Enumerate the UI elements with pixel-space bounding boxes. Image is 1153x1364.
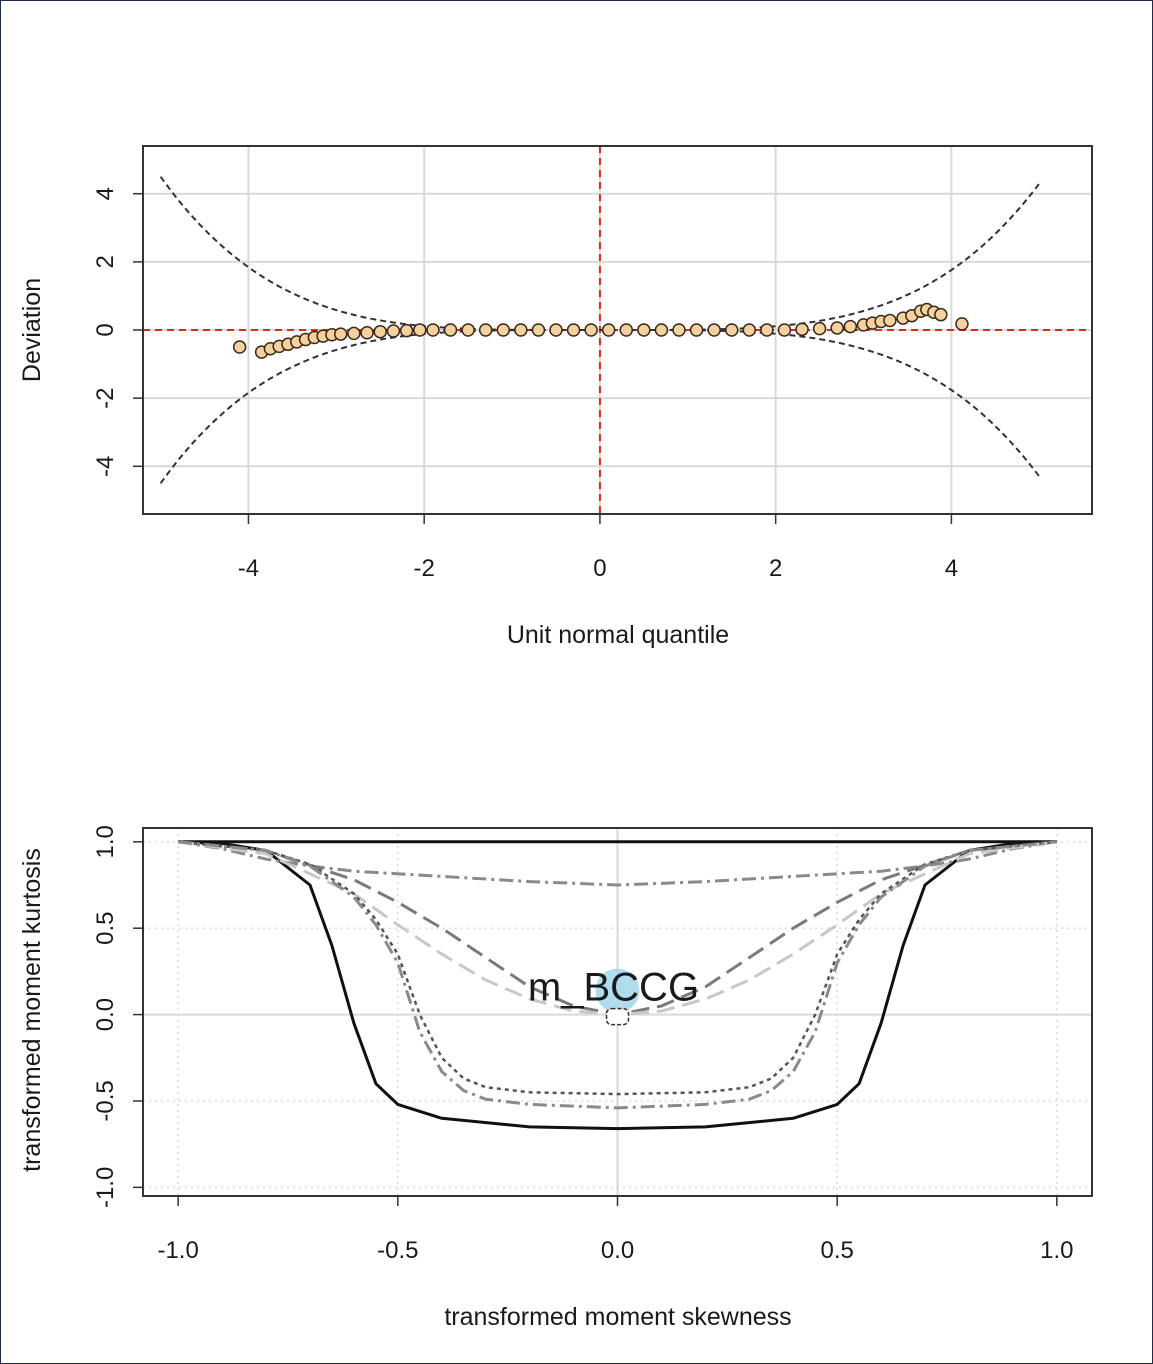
data-point <box>566 323 581 337</box>
data-point <box>672 323 686 337</box>
highlight-circle <box>595 968 640 1013</box>
data-point <box>795 322 809 337</box>
data-point <box>689 323 704 337</box>
plot2-y-ticks: -1.0 -0.5 0.0 0.5 1.0 <box>92 825 143 1208</box>
data-point <box>619 323 634 337</box>
plot2-x-tick-label: -1.0 <box>157 1237 198 1264</box>
plot1-y-tick-label: 4 <box>92 187 119 200</box>
skew-kurtosis-plot: m_BCCG -1.0 -0.5 0.0 0.5 1.0 -1.0 -0.5 0.0 0.5 1… <box>18 825 1093 1331</box>
data-point <box>812 321 827 336</box>
data-point <box>549 323 563 337</box>
data-point <box>399 323 414 338</box>
data-point <box>601 323 616 337</box>
data-point <box>707 323 721 337</box>
data-point <box>883 313 897 328</box>
data-point <box>584 323 598 337</box>
plot2-y-tick-label: 0.5 <box>92 912 119 945</box>
data-point <box>347 326 361 341</box>
plot1-y-label: Deviation <box>18 278 46 382</box>
data-point <box>443 323 458 337</box>
data-point <box>232 340 247 354</box>
plot1-y-ticks: -4 -2 0 2 4 <box>92 187 143 477</box>
plot2-y-tick-label: 0.0 <box>92 998 119 1031</box>
plot2-y-tick-label: -0.5 <box>92 1080 119 1121</box>
series-line-7 <box>177 840 1058 1110</box>
origin-marker <box>605 1007 630 1026</box>
plot1-y-tick-label: -2 <box>92 387 119 408</box>
plot2-y-tick-label: -1.0 <box>92 1167 119 1208</box>
plot1-y-tick-label: 2 <box>92 255 119 268</box>
data-point <box>531 323 546 337</box>
plot2-x-ticks: -1.0 -0.5 0.0 0.5 1.0 <box>157 1196 1074 1264</box>
data-point <box>843 319 858 334</box>
plot1-x-tick-label: -2 <box>414 555 435 582</box>
data-point <box>724 323 739 337</box>
data-point <box>360 325 374 340</box>
data-point <box>760 323 774 337</box>
qq-deviation-plot: -4 -2 0 2 4 -4 -2 0 2 4 Unit normal quantile Dev… <box>18 145 1093 649</box>
plot2-x-tick-label: 0.0 <box>601 1237 634 1264</box>
data-point <box>955 317 969 331</box>
data-point <box>654 323 669 337</box>
annotation-m-bccg: m_BCCG <box>528 966 699 1010</box>
data-point <box>514 323 528 337</box>
plot1-y-tick-label: 0 <box>92 323 119 336</box>
series-line-2 <box>178 840 1057 1131</box>
data-point <box>637 323 651 337</box>
plot2-series <box>177 840 1058 1131</box>
data-point <box>373 324 387 339</box>
plot2-y-tick-label: 1.0 <box>92 825 119 858</box>
plot1-points <box>232 302 969 359</box>
data-point <box>426 323 440 337</box>
data-point <box>386 324 401 338</box>
plot1-y-tick-label: -4 <box>92 456 119 477</box>
data-point <box>934 307 948 322</box>
plot2-y-label: transformed moment kurtosis <box>18 848 46 1172</box>
plot1-x-tick-label: -4 <box>238 555 259 582</box>
plot1-x-tick-label: 0 <box>593 555 606 582</box>
plot2-x-tick-label: -0.5 <box>377 1237 418 1264</box>
data-point <box>413 323 427 337</box>
plot1-x-tick-label: 2 <box>769 555 782 582</box>
data-point <box>742 323 757 337</box>
data-point <box>496 323 511 337</box>
data-point <box>333 327 348 341</box>
data-point <box>461 323 475 337</box>
envelope-lower <box>159 329 1041 484</box>
data-point <box>777 323 792 337</box>
plot2-x-label: transformed moment skewness <box>444 1303 791 1331</box>
plot2-x-tick-label: 1.0 <box>1040 1237 1073 1264</box>
data-point <box>478 323 493 337</box>
series-line-3 <box>177 840 1058 887</box>
series-line-6 <box>177 840 1058 1096</box>
data-point <box>830 321 844 335</box>
plot2-x-tick-label: 0.5 <box>820 1237 853 1264</box>
plot1-x-tick-label: 4 <box>945 555 958 582</box>
plot1-x-ticks: -4 -2 0 2 4 <box>238 514 958 582</box>
plot1-series <box>143 146 1092 514</box>
plot1-x-label: Unit normal quantile <box>507 621 729 649</box>
